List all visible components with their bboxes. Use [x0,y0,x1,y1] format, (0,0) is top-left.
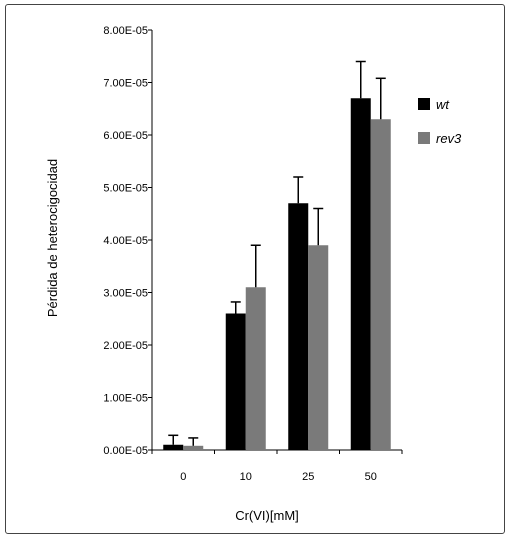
tick-labels: 0.00E-05 1.00E-05 2.00E-05 3.00E-05 4.00E-05… [103,25,377,483]
y-axis-title: Pérdida de heterocigocidad [45,159,60,317]
bars [163,98,391,450]
chart-frame [5,4,505,534]
y-tick-label: 8.00E-05 [103,25,148,37]
error-bars [168,60,386,446]
x-axis-title: Cr(VI)[mM] [235,508,299,523]
legend: wt rev3 [418,97,462,146]
legend-label-rev3: rev3 [436,131,462,146]
legend-swatch-rev3 [418,132,430,144]
x-tick-label: 0 [180,471,186,483]
y-tick-label: 3.00E-05 [103,288,148,300]
bar-wt-25 [288,203,309,450]
x-tick-label: 50 [365,471,377,483]
y-tick-label: 6.00E-05 [103,130,148,142]
y-tick-label: 0.00E-05 [103,445,148,457]
bar-rev3-25 [308,245,329,450]
legend-label-wt: wt [436,97,450,112]
y-tick-label: 7.00E-05 [103,78,148,90]
legend-swatch-wt [418,98,430,110]
x-tick-label: 10 [240,471,252,483]
bar-wt-10 [225,313,246,450]
y-tick-label: 1.00E-05 [103,393,148,405]
y-tick-label: 4.00E-05 [103,235,148,247]
bar-rev3-10 [245,287,266,450]
bar-rev3-0 [183,445,204,450]
y-tick-label: 2.00E-05 [103,340,148,352]
bar-wt-0 [163,444,184,450]
x-tick-label: 25 [302,471,314,483]
bar-wt-50 [350,98,371,450]
y-tick-label: 5.00E-05 [103,183,148,195]
bar-rev3-50 [370,119,391,450]
